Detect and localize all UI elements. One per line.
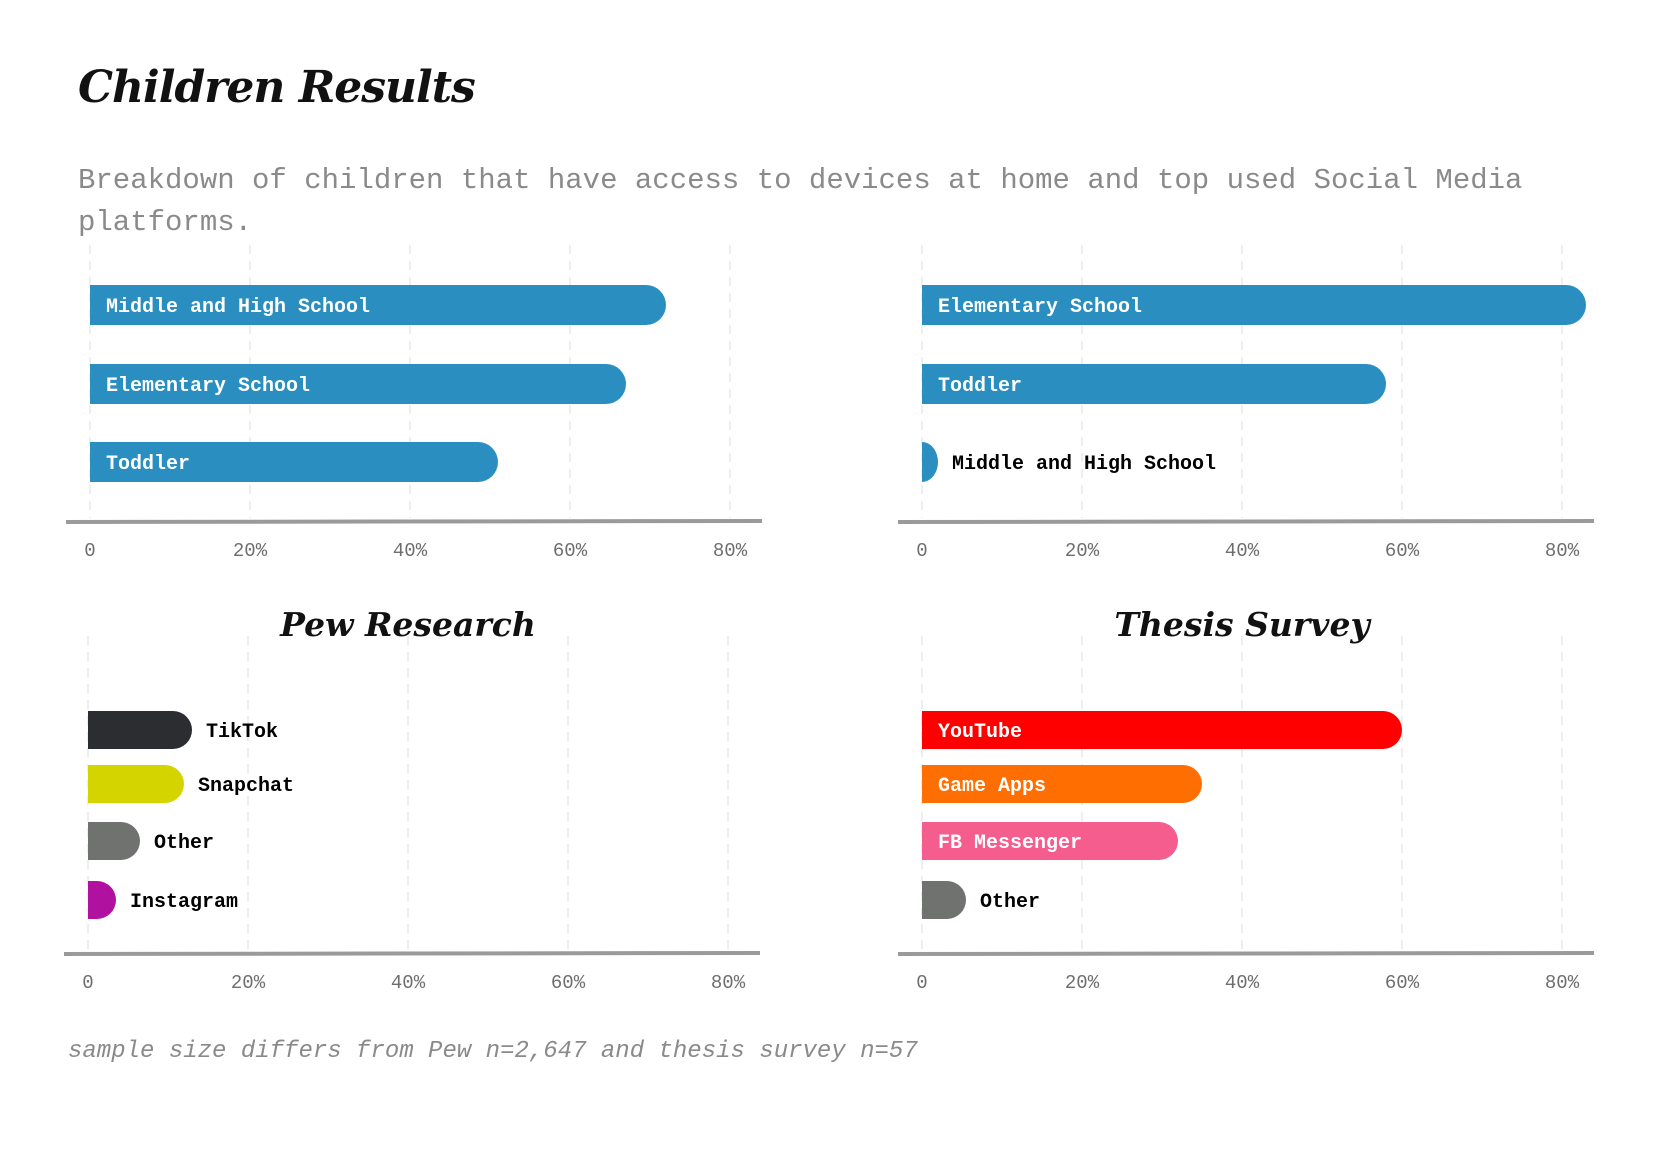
x-tick-label: 20% bbox=[233, 540, 268, 562]
x-tick-label: 40% bbox=[391, 972, 426, 994]
bar-other bbox=[922, 881, 966, 919]
x-tick-label: 80% bbox=[1545, 540, 1580, 562]
bar-label: Game Apps bbox=[938, 775, 1046, 798]
bar-label: Elementary School bbox=[106, 375, 310, 398]
x-tick-label: 60% bbox=[1385, 972, 1420, 994]
bar-tiktok bbox=[88, 711, 192, 749]
x-tick-label: 60% bbox=[551, 972, 586, 994]
x-tick-label: 0 bbox=[84, 540, 95, 562]
bar-toddler bbox=[90, 442, 498, 482]
bar-label: Other bbox=[980, 891, 1040, 914]
x-tick-label: 40% bbox=[393, 540, 428, 562]
bar-elementary-school bbox=[90, 364, 626, 404]
x-tick-label: 20% bbox=[1065, 972, 1100, 994]
x-axis-line bbox=[897, 951, 1595, 956]
x-tick-label: 60% bbox=[553, 540, 588, 562]
x-tick-label: 40% bbox=[1225, 972, 1260, 994]
bar-label: TikTok bbox=[206, 721, 278, 744]
x-tick-label: 0 bbox=[916, 540, 927, 562]
x-tick-label: 80% bbox=[1545, 972, 1580, 994]
bar-toddler bbox=[922, 364, 1386, 404]
bar-label: Instagram bbox=[130, 891, 238, 914]
bar-elementary-school bbox=[922, 285, 1586, 325]
bar-snapchat bbox=[88, 765, 184, 803]
bar-label: YouTube bbox=[938, 721, 1022, 744]
page-subtitle: Breakdown of children that have access t… bbox=[78, 164, 1523, 239]
chart-title: Thesis Survey bbox=[1114, 605, 1372, 644]
x-tick-label: 20% bbox=[231, 972, 266, 994]
chart-title: Pew Research bbox=[279, 605, 536, 644]
bar-label: Middle and High School bbox=[952, 453, 1216, 476]
bar-fb-messenger bbox=[922, 822, 1178, 860]
bar-youtube bbox=[922, 711, 1402, 749]
x-axis-line bbox=[65, 519, 763, 524]
bar-label: Middle and High School bbox=[106, 296, 370, 319]
chart-social-media-pew: 0 20% 40% 60% 80% Pew Research TikTok Snapchat O… bbox=[63, 605, 761, 994]
x-tick-label: 60% bbox=[1385, 540, 1420, 562]
x-axis-line bbox=[63, 951, 761, 956]
sample-size-footnote: sample size differs from Pew n=2,647 and… bbox=[68, 1038, 918, 1065]
bar-middle-and-high-school bbox=[90, 285, 666, 325]
bar-game-apps bbox=[922, 765, 1202, 803]
bar-label: Other bbox=[154, 832, 214, 855]
chart-device-access-thesis: 0 20% 40% 60% 80% Elementary School Toddler Mid… bbox=[897, 245, 1595, 562]
bar-instagram bbox=[88, 881, 116, 919]
page-title: Children Results bbox=[78, 62, 476, 113]
x-tick-label: 80% bbox=[713, 540, 748, 562]
bar-label: Toddler bbox=[938, 375, 1022, 398]
x-tick-label: 80% bbox=[711, 972, 746, 994]
x-tick-label: 40% bbox=[1225, 540, 1260, 562]
chart-social-media-thesis: 0 20% 40% 60% 80% Thesis Survey YouTube Game Ap… bbox=[897, 605, 1595, 994]
x-tick-label: 0 bbox=[916, 972, 927, 994]
bar-label: Elementary School bbox=[938, 296, 1142, 319]
bar-label: Snapchat bbox=[198, 775, 294, 798]
bar-other bbox=[88, 822, 140, 860]
bar-label: FB Messenger bbox=[938, 832, 1082, 855]
x-axis-line bbox=[897, 519, 1595, 524]
bar-middle-and-high-school bbox=[922, 442, 938, 482]
x-tick-label: 20% bbox=[1065, 540, 1100, 562]
bar-label: Toddler bbox=[106, 453, 190, 476]
chart-device-access-pew: 0 20% 40% 60% 80% Middle and High School Eleme… bbox=[65, 245, 763, 562]
x-tick-label: 0 bbox=[82, 972, 93, 994]
